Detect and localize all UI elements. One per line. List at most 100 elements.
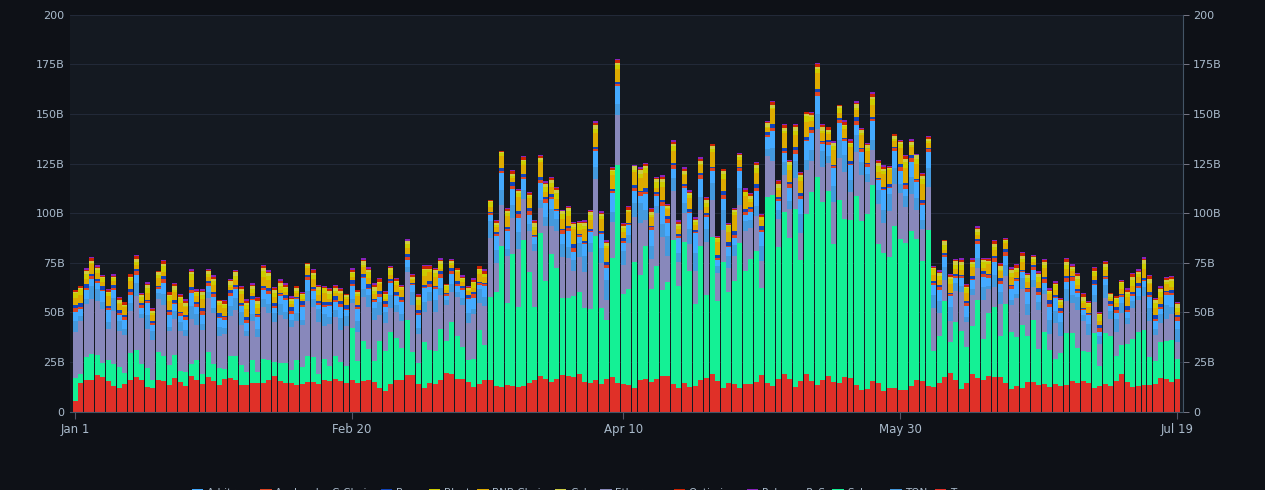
Bar [239, 325, 244, 365]
Bar [1003, 276, 1008, 304]
Bar [300, 319, 305, 325]
Bar [377, 284, 382, 291]
Bar [610, 212, 615, 222]
Bar [754, 216, 759, 251]
Bar [954, 278, 958, 283]
Bar [78, 316, 83, 320]
Bar [1031, 259, 1036, 262]
Bar [233, 380, 238, 412]
Bar [277, 286, 282, 290]
Bar [250, 283, 254, 285]
Bar [410, 375, 415, 412]
Bar [239, 303, 244, 304]
Bar [770, 148, 775, 161]
Bar [250, 383, 254, 412]
Bar [577, 230, 582, 234]
Bar [1008, 389, 1013, 412]
Bar [831, 144, 836, 146]
Bar [632, 388, 638, 412]
Bar [433, 384, 438, 412]
Bar [554, 219, 559, 231]
Bar [770, 105, 775, 108]
Bar [1113, 319, 1118, 332]
Bar [488, 238, 493, 297]
Bar [256, 298, 261, 301]
Bar [416, 313, 421, 315]
Bar [444, 294, 449, 296]
Bar [288, 307, 293, 311]
Bar [593, 380, 598, 412]
Bar [477, 289, 482, 303]
Bar [438, 295, 443, 329]
Bar [223, 304, 228, 305]
Bar [931, 267, 936, 268]
Bar [903, 183, 908, 185]
Bar [765, 132, 770, 135]
Bar [749, 207, 753, 209]
Bar [810, 192, 815, 381]
Bar [211, 275, 216, 277]
Bar [1087, 314, 1092, 315]
Bar [743, 270, 748, 384]
Bar [848, 143, 853, 144]
Bar [205, 281, 210, 283]
Bar [421, 288, 426, 289]
Bar [643, 173, 648, 188]
Bar [1064, 282, 1069, 289]
Bar [405, 240, 410, 241]
Bar [775, 379, 781, 412]
Bar [705, 242, 708, 294]
Bar [987, 261, 992, 262]
Bar [510, 205, 515, 219]
Bar [898, 140, 903, 141]
Bar [903, 168, 908, 183]
Bar [538, 176, 543, 180]
Bar [172, 304, 177, 311]
Bar [670, 178, 676, 192]
Bar [1087, 335, 1092, 352]
Bar [887, 170, 892, 171]
Bar [565, 298, 571, 376]
Bar [759, 375, 764, 412]
Bar [200, 292, 205, 295]
Bar [782, 151, 787, 153]
Bar [980, 261, 985, 262]
Bar [770, 101, 775, 102]
Bar [349, 380, 354, 412]
Bar [472, 298, 477, 309]
Bar [848, 141, 853, 143]
Bar [1008, 286, 1013, 289]
Bar [228, 279, 233, 280]
Bar [571, 224, 576, 227]
Bar [643, 164, 648, 166]
Bar [188, 364, 194, 376]
Bar [670, 151, 676, 163]
Bar [305, 291, 310, 301]
Bar [721, 262, 726, 388]
Bar [721, 171, 726, 174]
Bar [898, 144, 903, 148]
Bar [970, 326, 975, 374]
Bar [726, 247, 731, 256]
Bar [372, 383, 377, 412]
Bar [288, 311, 293, 314]
Bar [915, 164, 920, 179]
Bar [128, 311, 133, 353]
Bar [882, 190, 887, 210]
Bar [1175, 318, 1180, 321]
Bar [466, 295, 471, 298]
Bar [837, 108, 842, 113]
Bar [605, 248, 610, 262]
Bar [859, 148, 864, 149]
Bar [211, 279, 216, 281]
Bar [144, 284, 149, 285]
Bar [1097, 321, 1102, 325]
Bar [377, 341, 382, 388]
Bar [288, 299, 293, 301]
Bar [405, 320, 410, 375]
Bar [1042, 283, 1047, 290]
Bar [864, 182, 869, 214]
Bar [144, 285, 149, 288]
Bar [355, 321, 361, 332]
Bar [770, 124, 775, 128]
